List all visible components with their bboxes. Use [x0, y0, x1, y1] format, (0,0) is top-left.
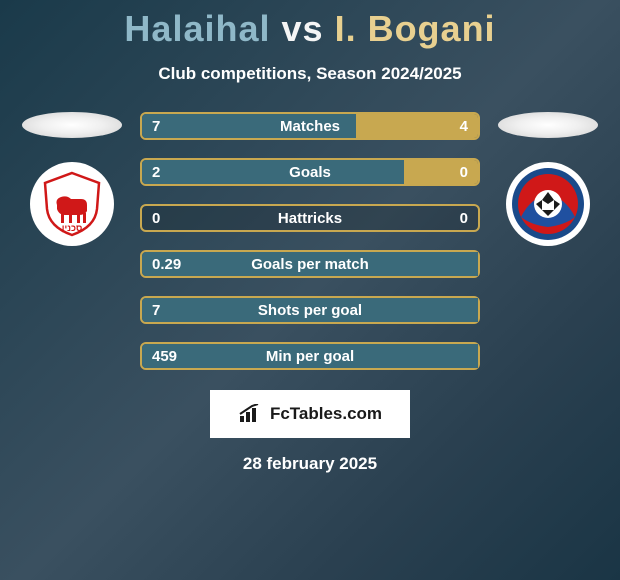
player2-silhouette — [498, 112, 598, 138]
stat-label: Goals per match — [251, 256, 369, 273]
player2-club-badge — [506, 162, 590, 246]
stat-value-right: 4 — [460, 118, 468, 135]
stat-row: 459 Min per goal — [140, 342, 480, 370]
comparison-date: 28 february 2025 — [0, 454, 620, 474]
stat-row: 7 Matches 4 — [140, 112, 480, 140]
stat-row: 0.29 Goals per match — [140, 250, 480, 278]
player2-name: I. Bogani — [335, 8, 496, 49]
stat-label: Min per goal — [266, 348, 354, 365]
stat-row: 2 Goals 0 — [140, 158, 480, 186]
player1-silhouette — [22, 112, 122, 138]
stats-bars: 7 Matches 4 2 Goals 0 0 Hattricks 0 0.29 Goals per… — [140, 112, 480, 370]
stat-value-left: 0 — [152, 210, 160, 227]
stat-label: Matches — [280, 118, 340, 135]
brand-text: FcTables.com — [270, 404, 382, 424]
stat-row: 7 Shots per goal — [140, 296, 480, 324]
comparison-title: Halaihal vs I. Bogani — [0, 0, 620, 50]
stat-label: Goals — [289, 164, 331, 181]
player1-name: Halaihal — [124, 8, 270, 49]
brand-watermark[interactable]: FcTables.com — [210, 390, 410, 438]
stat-value-left: 7 — [152, 302, 160, 319]
stat-value-right: 0 — [460, 164, 468, 181]
player2-column — [498, 112, 598, 246]
stat-fill-left — [142, 160, 404, 184]
player1-column: סכנין — [22, 112, 122, 246]
stat-row: 0 Hattricks 0 — [140, 204, 480, 232]
vs-text: vs — [282, 8, 324, 49]
stat-label: Hattricks — [278, 210, 342, 227]
stat-label: Shots per goal — [258, 302, 362, 319]
player1-club-badge: סכנין — [30, 162, 114, 246]
club-badge-left-icon: סכנין — [37, 169, 107, 239]
comparison-content: סכנין 7 Matches 4 2 Goals 0 0 Hattricks 0 0.29 Goa… — [0, 112, 620, 370]
stat-value-left: 7 — [152, 118, 160, 135]
stat-value-left: 2 — [152, 164, 160, 181]
stat-value-left: 459 — [152, 348, 177, 365]
stat-value-left: 0.29 — [152, 256, 181, 273]
club-badge-right-icon — [511, 167, 585, 241]
chart-icon — [238, 404, 264, 424]
subtitle: Club competitions, Season 2024/2025 — [0, 64, 620, 84]
svg-text:סכנין: סכנין — [62, 223, 83, 233]
stat-value-right: 0 — [460, 210, 468, 227]
